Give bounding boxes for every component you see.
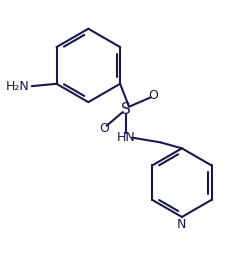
Text: O: O (149, 89, 158, 102)
Text: O: O (99, 122, 109, 135)
Text: H₂N: H₂N (6, 80, 29, 93)
Text: HN: HN (117, 131, 136, 144)
Text: N: N (177, 218, 186, 231)
Text: S: S (121, 102, 131, 117)
